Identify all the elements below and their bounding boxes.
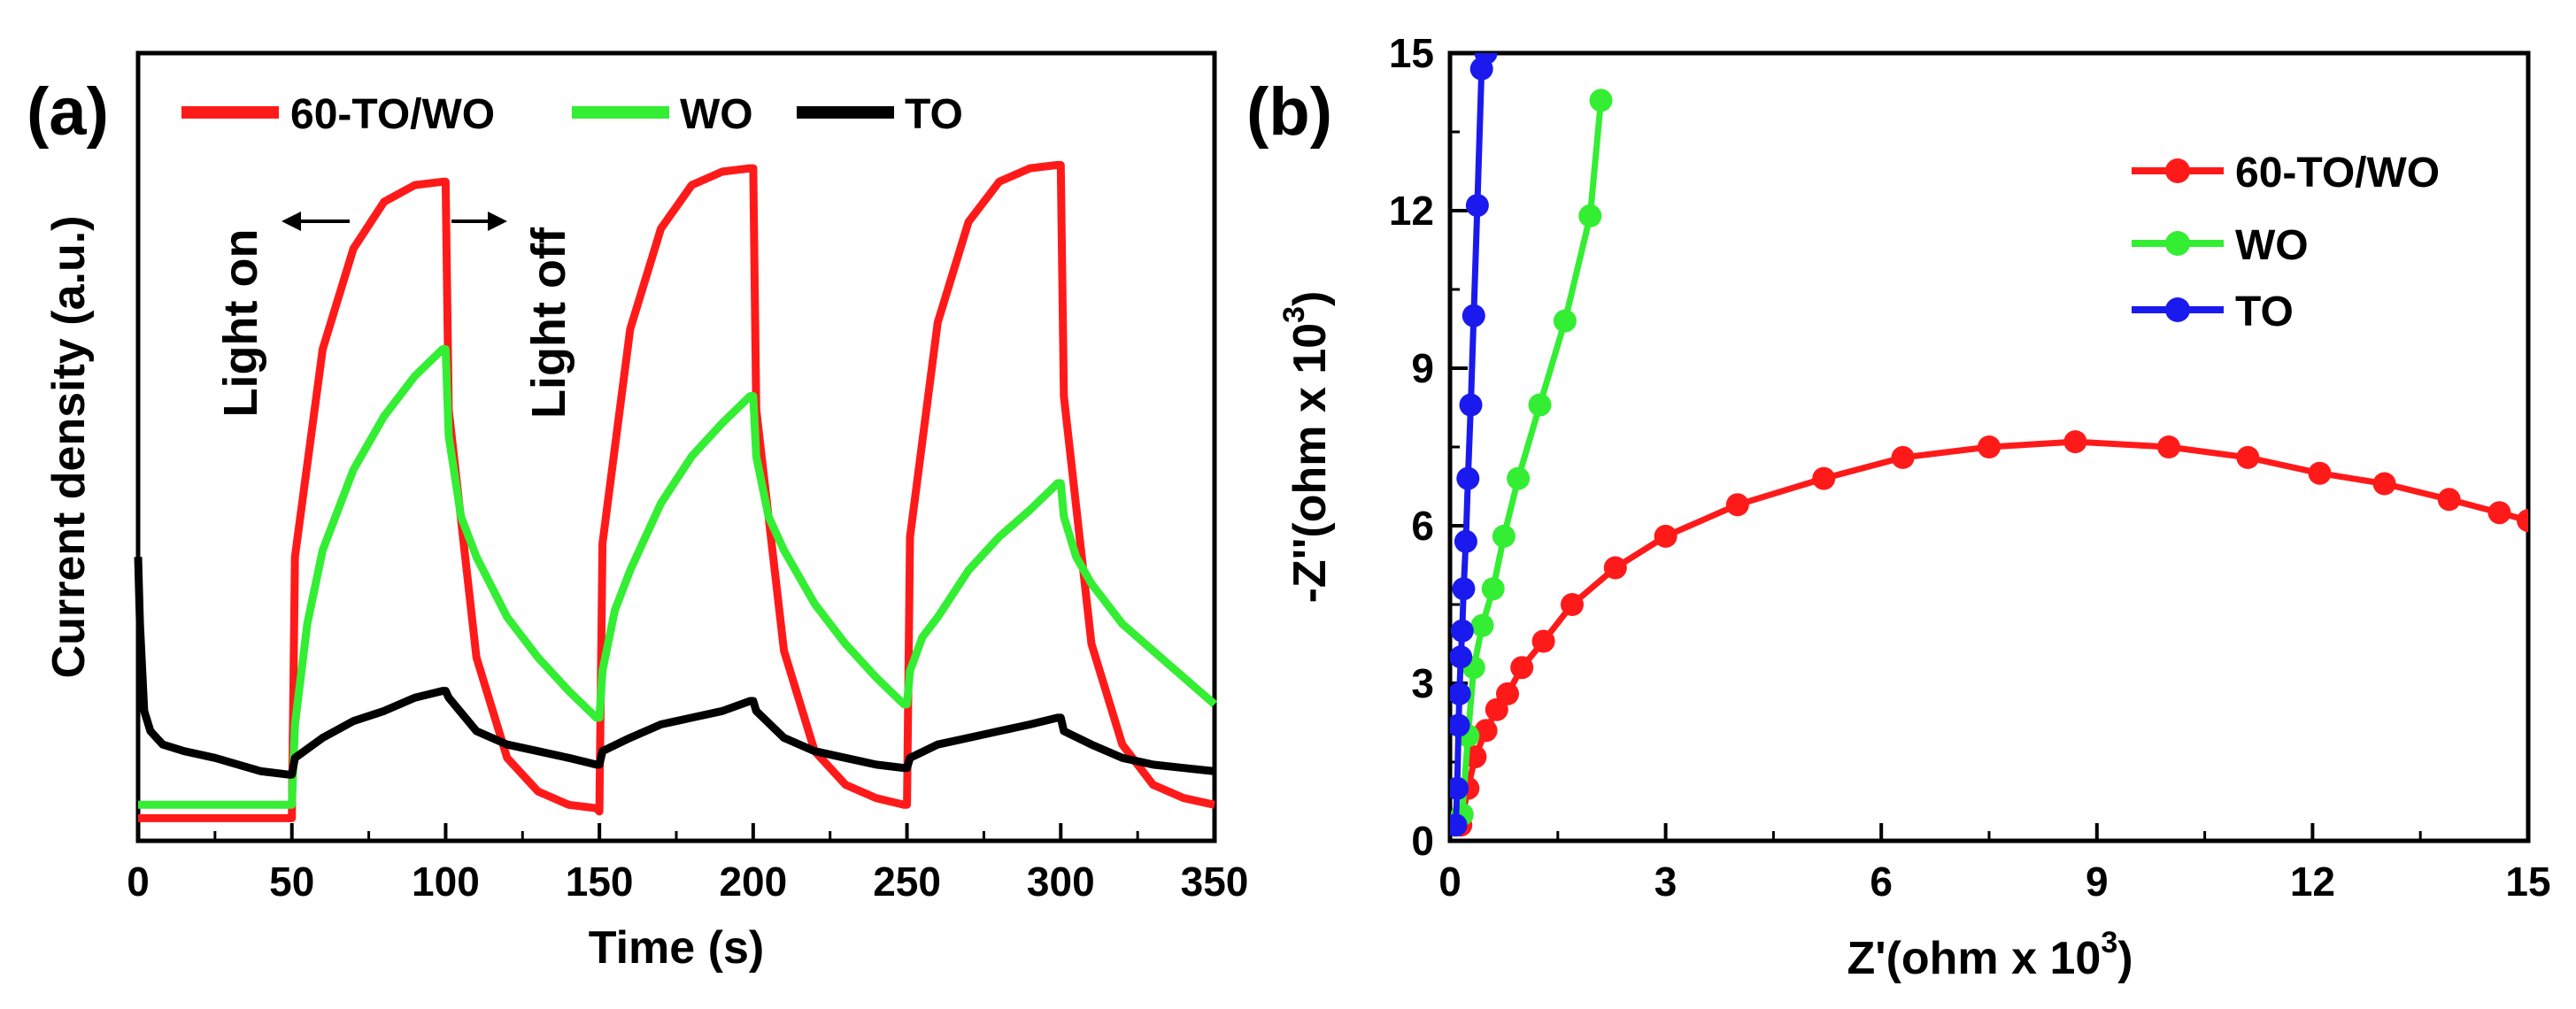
b-point-TO-7 (1454, 529, 1477, 553)
b-point-WO-6 (1507, 466, 1531, 490)
panel-b-plot-area (1450, 53, 2528, 837)
light-off-annotation: Light off (451, 212, 575, 419)
a-x-tick-label-7: 350 (1181, 859, 1249, 905)
b-y-tick-label-5: 15 (1389, 30, 1434, 76)
b-point-60-TO-WO-6 (1510, 656, 1534, 680)
b-point-60-TO-WO-17 (2236, 445, 2260, 469)
b-point-60-TO-WO-15 (2063, 430, 2087, 454)
b-point-60-TO-WO-13 (1891, 445, 1915, 469)
legend-b-WO-label: WO (2235, 222, 2309, 269)
b-x-tick-label-3: 9 (2086, 859, 2109, 905)
a-x-tick-label-1: 50 (269, 859, 314, 905)
panel-a-x-axis: 0 50 100 150 200 250 300 350 (127, 823, 1248, 905)
b-point-TO-10 (1462, 304, 1485, 327)
b-point-TO-6 (1452, 577, 1476, 601)
light-off-arrowhead (488, 212, 507, 231)
b-x-tick-label-5: 15 (2505, 859, 2550, 905)
b-point-WO-4 (1481, 577, 1505, 601)
b-point-60-TO-WO-7 (1531, 629, 1555, 653)
a-series-line-WO (138, 345, 1217, 809)
b-point-TO-13 (1474, 53, 1498, 65)
a-series-line-60-TO-WO (138, 160, 1215, 822)
b-point-TO-11 (1465, 194, 1489, 218)
legend-b-60-TO-WO-marker (2165, 158, 2190, 183)
b-point-60-TO-WO-16 (2157, 435, 2180, 458)
panel-b-y-axis-label: -Z''(ohm x 103) (1277, 291, 1336, 604)
panel-a: (a) 0 50 100 150 200 250 300 350 Time (s) Curre… (27, 50, 1248, 974)
b-point-60-TO-WO-18 (2308, 461, 2332, 485)
b-y-tick-label-2: 6 (1411, 503, 1434, 549)
a-x-tick-label-4: 200 (719, 859, 787, 905)
panel-a-legend: 60-TO/WO WO TO (181, 91, 963, 138)
a-x-tick-label-3: 150 (566, 859, 634, 905)
b-x-tick-label-0: 0 (1438, 859, 1462, 905)
b-point-WO-3 (1470, 613, 1494, 637)
b-point-TO-9 (1459, 393, 1483, 417)
b-point-TO-5 (1450, 619, 1474, 643)
b-y-tick-label-4: 12 (1389, 188, 1434, 234)
b-point-60-TO-WO-3 (1474, 719, 1498, 743)
legend-b-60-TO-WO-label: 60-TO/WO (2235, 150, 2440, 196)
a-x-tick-label-5: 250 (873, 859, 941, 905)
b-point-TO-0 (1450, 813, 1468, 837)
b-x-tick-label-1: 3 (1654, 859, 1677, 905)
panel-b-axes: 0 3 6 9 12 15 0 3 6 9 12 15 (1389, 30, 2551, 905)
a-x-tick-label-6: 300 (1027, 859, 1095, 905)
legend-b-TO-marker (2165, 297, 2190, 322)
b-point-60-TO-WO-12 (1812, 466, 1836, 490)
panel-b-legend: 60-TO/WO WO TO (2132, 150, 2440, 335)
b-point-TO-4 (1450, 645, 1473, 669)
legend-TO-label: TO (905, 91, 963, 138)
b-x-tick-label-2: 6 (1870, 859, 1893, 905)
b-series-group (1450, 53, 2528, 837)
light-off-label: Light off (522, 227, 575, 419)
panel-a-plot-area (134, 160, 1217, 822)
b-point-60-TO-WO-9 (1603, 556, 1627, 580)
legend-b-TO-label: TO (2235, 289, 2294, 335)
panel-a-label: (a) (27, 74, 109, 150)
b-point-60-TO-WO-14 (1978, 435, 2001, 458)
b-point-60-TO-WO-11 (1725, 493, 1749, 517)
b-point-WO-8 (1553, 309, 1577, 333)
b-point-60-TO-WO-22 (2517, 509, 2528, 533)
a-x-tick-label-0: 0 (127, 859, 150, 905)
b-point-TO-1 (1450, 776, 1469, 800)
panel-a-y-axis-label: Current density (a.u.) (43, 216, 95, 679)
b-point-60-TO-WO-8 (1561, 593, 1584, 616)
light-on-annotation: Light on (214, 212, 350, 417)
b-point-TO-3 (1450, 682, 1471, 705)
panel-b: (b) 0 3 6 9 12 15 0 3 6 9 12 15 Z'(ohm x 103) -Z''(… (1246, 30, 2551, 984)
b-point-60-TO-WO-10 (1654, 524, 1677, 548)
b-y-tick-label-3: 9 (1411, 345, 1434, 391)
b-point-TO-8 (1456, 466, 1480, 490)
light-on-label: Light on (214, 229, 267, 418)
b-point-WO-7 (1528, 393, 1552, 417)
panel-b-x-axis-label: Z'(ohm x 103) (1847, 926, 2133, 984)
b-point-WO-10 (1589, 89, 1613, 112)
b-point-60-TO-WO-5 (1496, 682, 1519, 705)
b-point-WO-5 (1492, 524, 1516, 548)
panel-a-x-axis-label: Time (s) (589, 922, 764, 974)
b-point-60-TO-WO-19 (2372, 472, 2396, 496)
legend-WO-label: WO (680, 91, 753, 138)
panel-b-label: (b) (1246, 74, 1332, 150)
b-point-TO-2 (1450, 713, 1470, 737)
b-point-60-TO-WO-20 (2437, 488, 2461, 512)
b-y-tick-label-1: 3 (1411, 660, 1434, 706)
b-y-tick-label-0: 0 (1411, 818, 1434, 864)
legend-60-TO-WO-label: 60-TO/WO (290, 91, 495, 138)
b-point-WO-9 (1578, 204, 1602, 227)
a-series-line-TO (134, 557, 1215, 779)
b-series-line-60-TO-WO (1457, 438, 2528, 826)
light-on-arrowhead (282, 212, 301, 231)
legend-b-WO-marker (2165, 231, 2190, 256)
a-x-tick-label-2: 100 (412, 859, 480, 905)
b-point-60-TO-WO-21 (2487, 501, 2511, 525)
b-x-tick-label-4: 12 (2290, 859, 2335, 905)
